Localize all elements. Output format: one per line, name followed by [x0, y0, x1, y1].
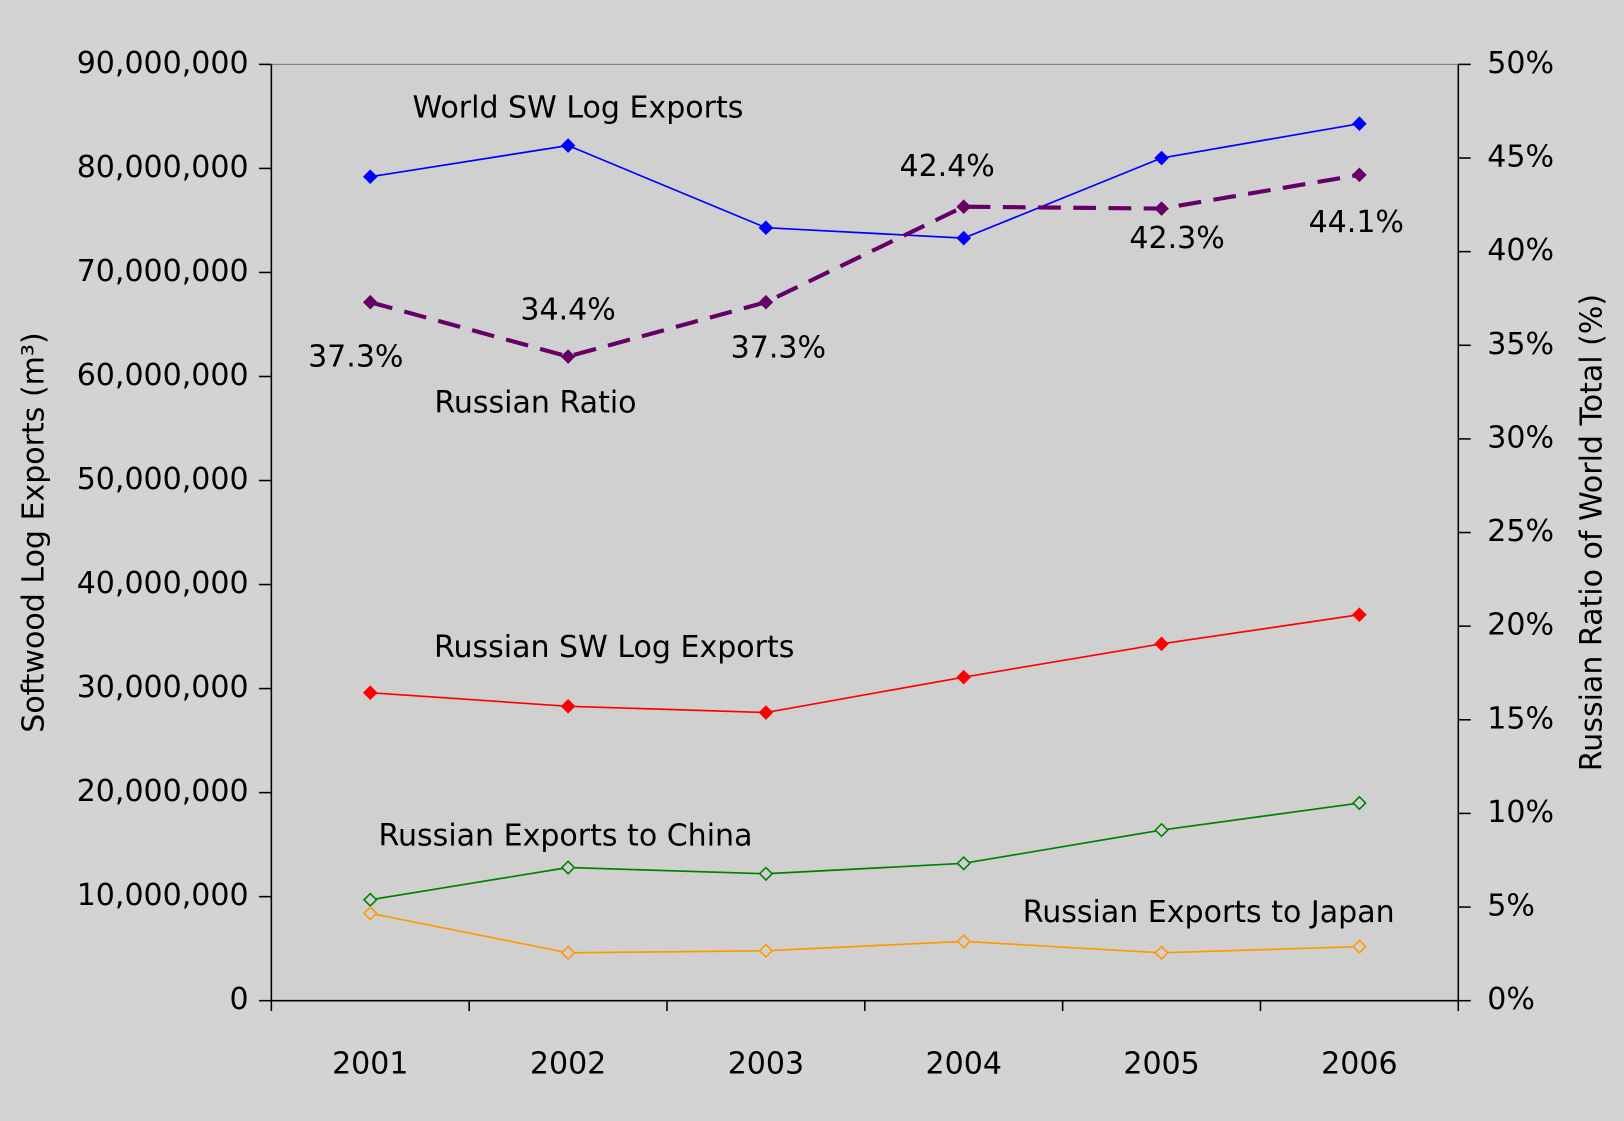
data-point: [560, 138, 576, 153]
data-label: 34.4%: [520, 292, 615, 327]
y2-tick-label: 5%: [1487, 889, 1535, 924]
data-point: [560, 349, 576, 364]
data-label: 44.1%: [1309, 205, 1404, 240]
data-point: [560, 945, 576, 961]
data-label: 37.3%: [308, 340, 403, 375]
data-point: [758, 943, 774, 959]
y2-tick-label: 45%: [1487, 140, 1554, 175]
x-tick-label: 2003: [728, 1046, 804, 1081]
data-point: [1352, 607, 1367, 623]
data-label: 42.4%: [899, 149, 994, 184]
y-tick-label: 20,000,000: [77, 774, 249, 809]
data-label: 37.3%: [731, 330, 826, 365]
data-label: 42.3%: [1129, 221, 1224, 256]
x-tick-label: 2001: [332, 1046, 408, 1081]
series-label: Russian Exports to China: [379, 819, 753, 854]
data-point: [956, 230, 972, 246]
series-label: World SW Log Exports: [412, 90, 743, 125]
data-point: [758, 705, 774, 720]
y2-tick-label: 15%: [1487, 701, 1554, 736]
data-point: [1352, 939, 1367, 954]
series-line: [370, 912, 1360, 954]
data-point: [1352, 167, 1367, 183]
data-point: [1154, 822, 1169, 838]
y-tick-label: 80,000,000: [77, 150, 249, 185]
y2-tick-label: 30%: [1487, 420, 1554, 455]
y2-tick-label: 20%: [1487, 608, 1554, 643]
data-point: [1154, 945, 1169, 961]
series-line: [369, 172, 1360, 359]
data-point: [758, 220, 774, 236]
data-point: [1352, 795, 1367, 811]
x-tick-label: 2002: [530, 1046, 606, 1081]
data-point: [956, 934, 972, 949]
data-point: [362, 294, 378, 310]
x-tick-label: 2005: [1123, 1046, 1199, 1081]
data-point: [362, 905, 378, 921]
y-tick-label: 70,000,000: [77, 254, 249, 289]
data-point: [956, 199, 972, 215]
data-point: [956, 856, 972, 871]
data-point: [758, 866, 774, 882]
x-tick-label: 2006: [1321, 1046, 1397, 1081]
y2-tick-label: 35%: [1487, 327, 1554, 362]
data-point: [362, 169, 378, 185]
data-point: [560, 860, 576, 875]
data-point: [1154, 201, 1169, 216]
data-point: [1352, 116, 1367, 132]
y-tick-label: 50,000,000: [77, 462, 249, 497]
data-point: [758, 294, 774, 310]
series-label: Russian Ratio: [434, 386, 636, 421]
series-label: Russian Exports to Japan: [1023, 895, 1395, 930]
y2-tick-label: 25%: [1487, 514, 1554, 549]
y-tick-label: 90,000,000: [77, 46, 249, 81]
series-line: [370, 122, 1360, 239]
series-line: [370, 613, 1360, 714]
y2-tick-label: 40%: [1487, 233, 1554, 268]
y-tick-label: 40,000,000: [77, 566, 249, 601]
y-axis-title: Softwood Log Exports (m³): [17, 332, 52, 732]
x-tick-label: 2004: [926, 1046, 1002, 1081]
y-tick-label: 10,000,000: [77, 878, 249, 913]
data-point: [1154, 150, 1169, 166]
y2-tick-label: 0%: [1487, 982, 1535, 1017]
series-line: [370, 802, 1360, 901]
data-point: [1154, 636, 1169, 652]
data-point: [956, 669, 972, 685]
y2-tick-label: 10%: [1487, 795, 1554, 830]
data-point: [362, 685, 378, 701]
plot-area: [271, 64, 1459, 1001]
data-point: [560, 698, 576, 714]
y2-axis-title: Russian Ratio of World Total (%): [1574, 294, 1609, 771]
y-tick-label: 0: [229, 982, 248, 1017]
y2-tick-label: 50%: [1487, 46, 1554, 81]
series-label: Russian SW Log Exports: [434, 630, 794, 665]
y-tick-label: 60,000,000: [77, 358, 249, 393]
y-tick-label: 30,000,000: [77, 670, 249, 705]
